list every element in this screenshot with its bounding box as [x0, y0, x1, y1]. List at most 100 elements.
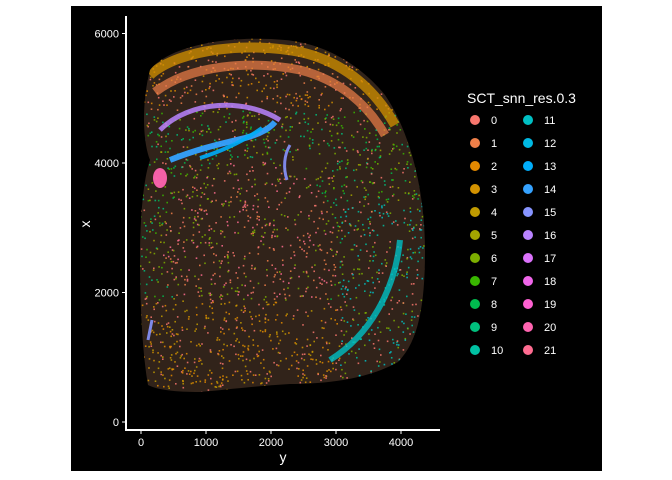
spot-point — [183, 357, 185, 360]
spot-point — [141, 176, 144, 179]
spot-point — [209, 85, 211, 88]
spot-point — [347, 232, 350, 234]
spot-point — [222, 286, 225, 288]
spot-point — [258, 350, 260, 353]
spot-point — [268, 370, 271, 373]
spot-point — [349, 83, 352, 86]
spot-point — [191, 209, 193, 211]
spot-point — [173, 191, 176, 194]
spot-point — [186, 278, 189, 281]
spot-point — [410, 126, 412, 128]
spot-point — [319, 176, 322, 179]
spot-point — [138, 206, 140, 208]
spot-point — [407, 167, 409, 169]
spot-point — [415, 167, 417, 169]
spot-point — [259, 329, 262, 332]
spot-point — [411, 44, 413, 46]
legend-swatch — [470, 345, 480, 355]
spot-point — [245, 209, 248, 212]
spot-point — [423, 306, 425, 308]
spot-point — [352, 36, 354, 38]
spot-point — [353, 268, 355, 271]
legend-label: 14 — [544, 184, 556, 196]
spot-point — [398, 44, 401, 47]
spot-point — [371, 150, 373, 152]
spot-point — [381, 272, 384, 274]
spot-point — [408, 230, 411, 232]
spot-point — [361, 181, 364, 184]
spot-point — [153, 239, 155, 242]
spot-point — [200, 187, 202, 189]
spot-point — [290, 117, 292, 119]
cluster-20-region — [153, 168, 167, 188]
spot-point — [358, 268, 361, 271]
spot-point — [218, 138, 221, 141]
spot-point — [312, 331, 315, 334]
spot-point — [378, 348, 381, 351]
spot-point — [359, 110, 362, 112]
legend-label: 1 — [491, 138, 497, 150]
spot-point — [158, 206, 160, 209]
y-axis-title: x — [77, 221, 93, 228]
spot-point — [251, 166, 253, 168]
spot-point — [300, 379, 303, 381]
spot-point — [142, 236, 144, 238]
spot-point — [379, 331, 382, 333]
spot-point — [392, 77, 394, 79]
spot-point — [157, 384, 159, 387]
spot-point — [359, 201, 361, 203]
spot-point — [203, 254, 205, 257]
spot-point — [330, 370, 332, 373]
spot-point — [241, 117, 244, 119]
spot-point — [247, 345, 250, 347]
spot-point — [210, 201, 213, 203]
spot-point — [399, 112, 402, 114]
spot-point — [185, 195, 188, 198]
legend-label: 15 — [544, 207, 556, 219]
spot-point — [427, 317, 429, 319]
spot-point — [146, 162, 149, 165]
spot-point — [142, 364, 144, 367]
spot-point — [235, 319, 238, 322]
spot-point — [160, 234, 163, 237]
spot-point — [238, 92, 240, 95]
spot-point — [140, 159, 143, 161]
spot-point — [250, 69, 252, 72]
spot-point — [245, 69, 248, 72]
spot-point — [223, 284, 226, 286]
spot-point — [216, 380, 218, 383]
spot-point — [224, 256, 226, 258]
spot-point — [409, 223, 411, 226]
legend-swatch — [523, 161, 533, 171]
spot-point — [295, 92, 297, 95]
spot-point — [277, 180, 280, 182]
spot-point — [335, 334, 337, 336]
spot-point — [195, 306, 198, 309]
spot-point — [146, 295, 148, 298]
spot-point — [311, 128, 314, 130]
spot-point — [303, 135, 305, 138]
spot-point — [246, 96, 249, 99]
spot-point — [406, 257, 408, 260]
spot-point — [210, 283, 213, 285]
spot-point — [164, 151, 167, 153]
legend-swatch — [523, 115, 533, 125]
spot-point — [333, 187, 335, 190]
spot-point — [351, 337, 353, 339]
spot-point — [222, 204, 224, 207]
spot-point — [340, 108, 342, 110]
spot-point — [264, 145, 267, 148]
spot-point — [317, 143, 320, 146]
spot-point — [303, 178, 306, 180]
spot-point — [170, 354, 173, 356]
spot-point — [249, 128, 252, 130]
spot-point — [274, 235, 276, 238]
spot-point — [413, 103, 415, 106]
spot-point — [358, 48, 361, 51]
spot-point — [261, 349, 264, 351]
spot-point — [365, 319, 368, 321]
spot-point — [284, 150, 286, 152]
spot-point — [427, 341, 429, 343]
spot-point — [182, 386, 185, 389]
spot-point — [282, 264, 284, 266]
